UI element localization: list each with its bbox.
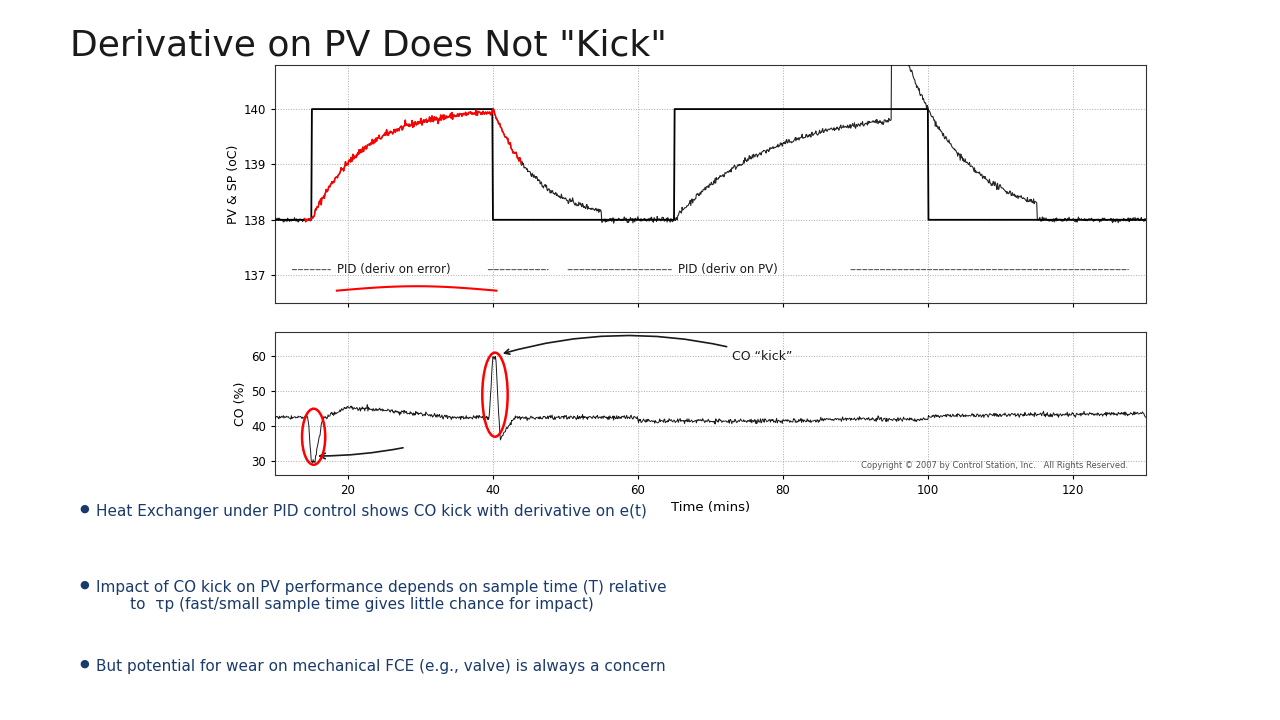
- Text: PID (deriv on PV): PID (deriv on PV): [678, 263, 777, 276]
- Text: Derivative on PV Does Not "Kick": Derivative on PV Does Not "Kick": [70, 29, 667, 63]
- Text: PID (deriv on error): PID (deriv on error): [337, 263, 451, 276]
- Text: ●: ●: [79, 504, 90, 514]
- Y-axis label: PV & SP (oC): PV & SP (oC): [227, 144, 239, 223]
- Text: ●: ●: [79, 659, 90, 669]
- Text: Copyright © 2007 by Control Station, Inc.   All Rights Reserved.: Copyright © 2007 by Control Station, Inc…: [861, 461, 1128, 469]
- Text: CO “kick”: CO “kick”: [504, 336, 792, 363]
- X-axis label: Time (mins): Time (mins): [671, 501, 750, 515]
- Text: Impact of CO kick on PV performance depends on sample time (T) relative
       t: Impact of CO kick on PV performance depe…: [96, 580, 667, 612]
- Text: ●: ●: [79, 580, 90, 590]
- Text: Heat Exchanger under PID control shows CO kick with derivative on e(t): Heat Exchanger under PID control shows C…: [96, 504, 646, 519]
- Y-axis label: CO (%): CO (%): [234, 382, 247, 426]
- Text: But potential for wear on mechanical FCE (e.g., valve) is always a concern: But potential for wear on mechanical FCE…: [96, 659, 666, 674]
